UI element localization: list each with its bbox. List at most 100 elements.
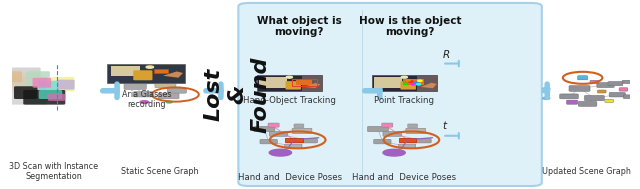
Circle shape [414, 82, 418, 83]
FancyBboxPatch shape [292, 128, 312, 133]
Bar [285, 138, 303, 142]
FancyBboxPatch shape [0, 67, 40, 86]
FancyBboxPatch shape [399, 144, 416, 149]
FancyBboxPatch shape [140, 79, 159, 84]
Bar [403, 79, 424, 85]
Text: Hand-Object Tracking: Hand-Object Tracking [243, 96, 336, 105]
Text: Updated Scene Graph: Updated Scene Graph [542, 167, 631, 176]
FancyBboxPatch shape [609, 92, 625, 97]
Text: Aria Glasses
recording: Aria Glasses recording [122, 90, 171, 109]
Circle shape [543, 97, 550, 99]
FancyBboxPatch shape [605, 99, 614, 102]
Text: Point Tracking: Point Tracking [374, 96, 434, 105]
Polygon shape [163, 71, 183, 78]
FancyBboxPatch shape [33, 78, 51, 88]
FancyBboxPatch shape [26, 71, 50, 86]
FancyBboxPatch shape [8, 73, 40, 91]
FancyBboxPatch shape [374, 139, 391, 144]
Text: Hand and  Device Poses: Hand and Device Poses [237, 173, 342, 182]
FancyBboxPatch shape [608, 82, 623, 86]
FancyBboxPatch shape [569, 86, 590, 91]
FancyBboxPatch shape [566, 100, 578, 104]
FancyBboxPatch shape [124, 84, 147, 89]
Bar [259, 77, 287, 88]
Circle shape [406, 80, 410, 81]
Bar [372, 75, 436, 91]
Bar [374, 77, 401, 88]
Text: R: R [442, 50, 449, 60]
FancyBboxPatch shape [285, 81, 301, 90]
Bar [399, 138, 417, 142]
FancyBboxPatch shape [260, 139, 277, 144]
FancyBboxPatch shape [48, 77, 75, 91]
Bar [154, 69, 168, 73]
Bar [257, 75, 322, 91]
FancyBboxPatch shape [381, 123, 393, 127]
FancyBboxPatch shape [133, 92, 152, 97]
Text: How is the object
moving?: How is the object moving? [359, 16, 461, 37]
Circle shape [417, 84, 420, 85]
Circle shape [408, 81, 413, 82]
FancyBboxPatch shape [623, 95, 634, 99]
Bar [296, 80, 312, 85]
Text: Hand and  Device Poses: Hand and Device Poses [352, 173, 456, 182]
Circle shape [131, 76, 140, 79]
FancyBboxPatch shape [133, 70, 152, 80]
FancyBboxPatch shape [584, 95, 604, 101]
FancyBboxPatch shape [39, 81, 59, 93]
Text: What object is
moving?: What object is moving? [257, 16, 341, 37]
FancyBboxPatch shape [39, 90, 62, 99]
FancyBboxPatch shape [155, 82, 176, 88]
Circle shape [383, 149, 405, 156]
Bar [111, 66, 140, 76]
Bar [302, 75, 322, 91]
FancyBboxPatch shape [285, 144, 302, 149]
Bar [292, 79, 317, 86]
Circle shape [150, 77, 157, 79]
Bar [417, 75, 436, 91]
FancyBboxPatch shape [48, 94, 65, 101]
Circle shape [140, 101, 148, 103]
FancyBboxPatch shape [367, 126, 388, 132]
FancyBboxPatch shape [598, 90, 606, 93]
FancyBboxPatch shape [619, 88, 628, 91]
Circle shape [543, 88, 550, 90]
FancyBboxPatch shape [294, 124, 304, 128]
Circle shape [286, 76, 292, 78]
FancyBboxPatch shape [269, 132, 288, 136]
FancyBboxPatch shape [238, 3, 542, 186]
FancyBboxPatch shape [14, 86, 38, 99]
FancyBboxPatch shape [167, 88, 186, 93]
Text: 3D Scan with Instance
Segmentation: 3D Scan with Instance Segmentation [9, 162, 98, 181]
Bar [108, 64, 184, 83]
Text: Static Scene Graph: Static Scene Graph [121, 167, 198, 176]
Circle shape [418, 80, 422, 81]
FancyBboxPatch shape [383, 132, 401, 136]
FancyBboxPatch shape [579, 101, 597, 106]
Circle shape [269, 149, 291, 156]
FancyBboxPatch shape [406, 128, 426, 133]
FancyBboxPatch shape [622, 80, 632, 84]
Circle shape [146, 66, 154, 68]
Text: t: t [442, 121, 447, 131]
FancyBboxPatch shape [414, 138, 431, 143]
FancyBboxPatch shape [578, 76, 588, 80]
FancyBboxPatch shape [597, 83, 614, 88]
Polygon shape [420, 83, 436, 88]
FancyBboxPatch shape [57, 80, 75, 90]
FancyBboxPatch shape [401, 81, 416, 90]
FancyBboxPatch shape [158, 93, 179, 99]
FancyBboxPatch shape [254, 126, 275, 132]
FancyBboxPatch shape [560, 94, 579, 99]
FancyBboxPatch shape [590, 80, 598, 84]
Circle shape [166, 101, 172, 103]
FancyBboxPatch shape [408, 124, 417, 128]
Circle shape [403, 83, 408, 84]
Polygon shape [303, 83, 321, 88]
FancyBboxPatch shape [268, 123, 279, 127]
Circle shape [412, 84, 415, 85]
Circle shape [165, 80, 173, 82]
FancyBboxPatch shape [300, 138, 317, 143]
FancyBboxPatch shape [0, 77, 47, 105]
Text: Lost
&
Found: Lost & Found [204, 56, 270, 133]
